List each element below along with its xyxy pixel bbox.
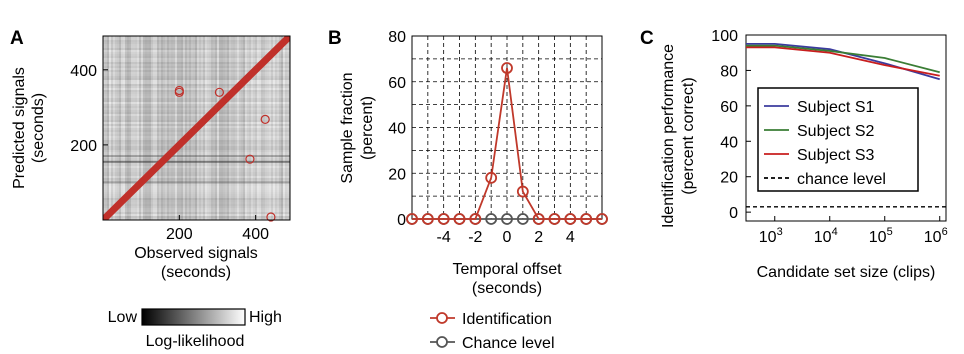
misidentified-point: [214, 87, 224, 97]
y-tick-label: 80: [720, 63, 738, 80]
panel-a-ylabel-line1: Predicted signals: [11, 67, 28, 189]
x-tick-label: 103: [759, 226, 783, 246]
series-line-s1: [746, 42, 940, 81]
panel-a-xlabel-line1: Observed signals: [134, 245, 258, 262]
y-tick-label: 40: [720, 134, 738, 151]
x-tick-exponent: 6: [942, 226, 948, 238]
identification-point: [421, 213, 434, 225]
y-tick-label: 400: [70, 63, 97, 80]
identification-line: [412, 67, 602, 220]
identification-point: [437, 213, 450, 225]
y-tick-label: 60: [388, 75, 406, 92]
x-tick-exponent: 4: [832, 226, 838, 238]
panel-letter-a: A: [10, 28, 24, 49]
y-tick-label: 20: [720, 170, 738, 187]
identification-point: [580, 213, 593, 225]
x-tick-label: -4: [437, 229, 451, 246]
identification-point: [564, 213, 577, 225]
legend-label: Subject S3: [797, 147, 874, 164]
identification-point: [532, 213, 545, 225]
panel-c-ylabel-line2: (percent correct): [680, 77, 697, 194]
legend-swatch-marker: [436, 336, 448, 348]
chance-level-point: [485, 213, 498, 225]
panel-c-legend: Subject S1 Subject S2 Subject S3 chance lev…: [757, 87, 919, 192]
panel-b-ylabel-line2: (percent): [359, 96, 376, 160]
colorbar-high-label: High: [249, 309, 282, 326]
legend-label: chance level: [797, 171, 886, 188]
x-tick-label: 0: [503, 229, 512, 246]
legend-label: Identification: [462, 311, 552, 328]
y-tick-label: 100: [711, 28, 738, 45]
series-line-s2: [746, 44, 940, 74]
misidentified-point: [260, 114, 270, 124]
series-line-s3: [746, 46, 940, 77]
panel-b-xlabel-line2: (seconds): [472, 280, 542, 297]
identification-point: [469, 213, 482, 225]
legend-label: Chance level: [462, 335, 555, 352]
identification-point: [596, 213, 608, 225]
y-tick-label: 20: [388, 166, 406, 183]
legend-label: Subject S2: [797, 123, 874, 140]
x-tick-exponent: 3: [777, 226, 783, 238]
colorbar-label: Log-likelihood: [146, 333, 245, 350]
colorbar-low-label: Low: [108, 309, 138, 326]
panel-letter-b: B: [328, 28, 342, 49]
panel-a-xlabel-line2: (seconds): [161, 264, 231, 281]
identification-point: [501, 62, 513, 74]
legend-swatch-marker: [436, 312, 448, 324]
misidentified-point: [266, 212, 276, 222]
legend-label: Subject S1: [797, 99, 874, 116]
panel-b-grid: [412, 36, 602, 219]
panel-b-xlabel-line1: Temporal offset: [452, 261, 562, 278]
y-tick-label: 200: [70, 138, 97, 155]
panel-a-frame: [102, 35, 291, 221]
identification-point: [453, 213, 466, 225]
misidentified-point: [245, 154, 255, 164]
identification-point: [516, 185, 529, 198]
diagonal-endpoint: [286, 36, 290, 40]
identification-point: [548, 213, 561, 225]
chance-level-point: [516, 213, 529, 225]
x-tick-label: 105: [869, 226, 893, 246]
y-tick-label: 40: [388, 121, 406, 138]
panel-c-xlabel: Candidate set size (clips): [757, 264, 936, 281]
x-tick-label: 2: [534, 229, 543, 246]
x-tick-label: -2: [468, 229, 482, 246]
panel-b-legend: Identification Chance level: [430, 311, 555, 352]
x-tick-label: 104: [814, 226, 838, 246]
colorbar: [141, 308, 246, 326]
y-tick-label: 60: [720, 99, 738, 116]
x-tick-label: 4: [566, 229, 575, 246]
misidentified-point: [174, 87, 184, 97]
y-tick-label: 80: [388, 29, 406, 46]
x-tick-exponent: 5: [887, 226, 893, 238]
x-tick-label: 200: [166, 226, 193, 243]
y-tick-label: 0: [397, 212, 406, 229]
panel-c-frame: [745, 34, 947, 222]
identification-point: [406, 213, 418, 225]
x-tick-label: 106: [924, 226, 948, 246]
x-tick-label: 400: [242, 226, 269, 243]
panel-a-ylabel-line2: (seconds): [30, 93, 47, 163]
panel-c-ylabel-line1: Identification performance: [660, 44, 677, 228]
panel-letter-c: C: [640, 28, 654, 49]
identification-point: [485, 171, 498, 184]
diagonal-identity-band: [103, 36, 290, 220]
y-tick-label: 0: [729, 205, 738, 222]
heatmap-texture: [103, 36, 290, 220]
chance-level-point: [501, 213, 513, 225]
panel-b-ylabel-line1: Sample fraction: [339, 72, 356, 183]
